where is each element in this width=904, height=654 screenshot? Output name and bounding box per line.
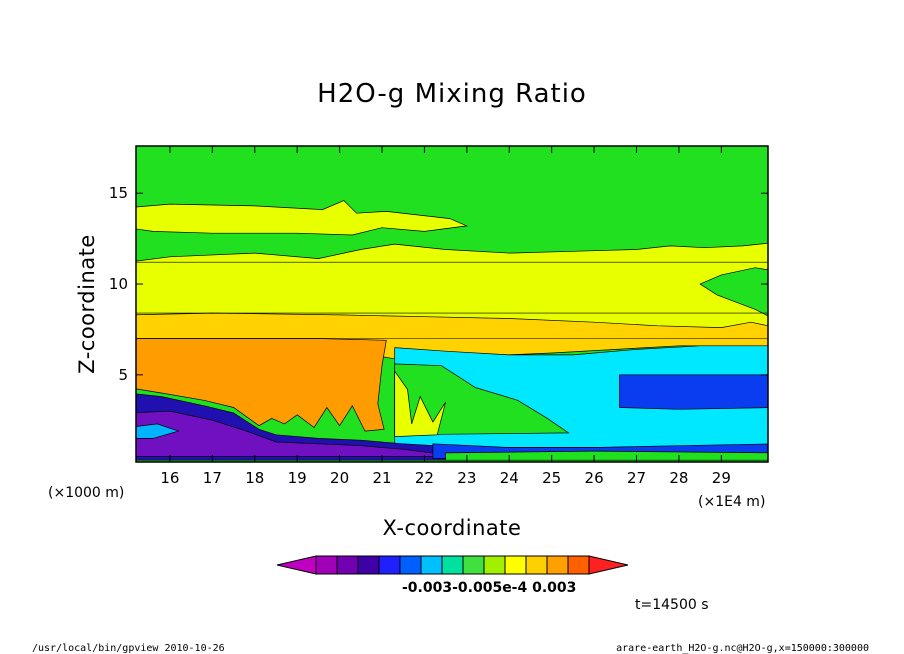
colorbar-swatch xyxy=(315,555,338,575)
chart-title: H2O-g Mixing Ratio xyxy=(317,79,587,109)
x-tick-label: 16 xyxy=(160,469,179,487)
y-axis: 5 10 15 xyxy=(109,184,768,384)
plot-frame xyxy=(135,145,769,463)
x-tick-label: 25 xyxy=(542,469,561,487)
x-tick-label: 17 xyxy=(203,469,222,487)
blue-block xyxy=(619,374,768,410)
colorbar-swatch xyxy=(441,555,464,575)
x-tick-label: 27 xyxy=(627,469,646,487)
upper-yellow-band xyxy=(136,200,469,236)
y-tick-label: 10 xyxy=(109,275,128,293)
x-tick-label: 19 xyxy=(288,469,307,487)
colorbar-swatch xyxy=(483,555,506,575)
colorbar-swatch xyxy=(378,555,401,575)
footer-left: /usr/local/bin/gpview 2010-10-26 xyxy=(32,643,225,654)
colorbar-swatch xyxy=(567,555,590,575)
colorbar-swatch xyxy=(462,555,485,575)
x-tick-label: 24 xyxy=(500,469,519,487)
colorbar-swatch xyxy=(357,555,380,575)
lightblue-patch xyxy=(136,423,180,439)
x-axis-label: X-coordinate xyxy=(383,516,522,540)
x-unit-left: (×1000 m) xyxy=(48,485,124,501)
y-axis-label: Z-coordinate xyxy=(75,234,99,374)
x-tick-label: 28 xyxy=(669,469,688,487)
x-tick-label: 26 xyxy=(585,469,604,487)
x-tick-label: 29 xyxy=(712,469,731,487)
colorbar-labels: -0.003-0.005e-4 0.003 xyxy=(402,580,576,596)
colorbar-swatch xyxy=(399,555,422,575)
colorbar-swatch xyxy=(504,555,527,575)
plot-area xyxy=(136,146,768,462)
time-label: t=14500 s xyxy=(635,597,709,613)
colorbar-swatch xyxy=(420,555,443,575)
x-tick-label: 18 xyxy=(245,469,264,487)
y-tick-label: 5 xyxy=(118,366,128,384)
colorbar-swatch xyxy=(525,555,548,575)
x-tick-label: 23 xyxy=(457,469,476,487)
colorbar-high-arrow xyxy=(588,555,629,575)
orange-region xyxy=(136,338,387,432)
footer-right: arare-earth_H2O-g.nc@H2O-g,x=150000:3000… xyxy=(616,643,869,654)
x-unit-right: (×1E4 m) xyxy=(698,494,765,510)
y-tick-label: 15 xyxy=(109,184,128,202)
x-tick-label: 20 xyxy=(330,469,349,487)
x-tick-label: 21 xyxy=(372,469,391,487)
colorbar-swatch xyxy=(546,555,569,575)
violet-layer xyxy=(136,410,467,457)
colorbar-swatch xyxy=(336,555,359,575)
green-bottom-strip xyxy=(445,450,768,461)
yellow-spikes xyxy=(394,370,446,437)
x-axis: 16 17 18 19 20 21 22 23 24 25 26 27 28 29 xyxy=(160,146,731,487)
colorbar xyxy=(276,555,629,575)
colorbar-low-arrow xyxy=(276,555,317,575)
x-tick-label: 22 xyxy=(415,469,434,487)
